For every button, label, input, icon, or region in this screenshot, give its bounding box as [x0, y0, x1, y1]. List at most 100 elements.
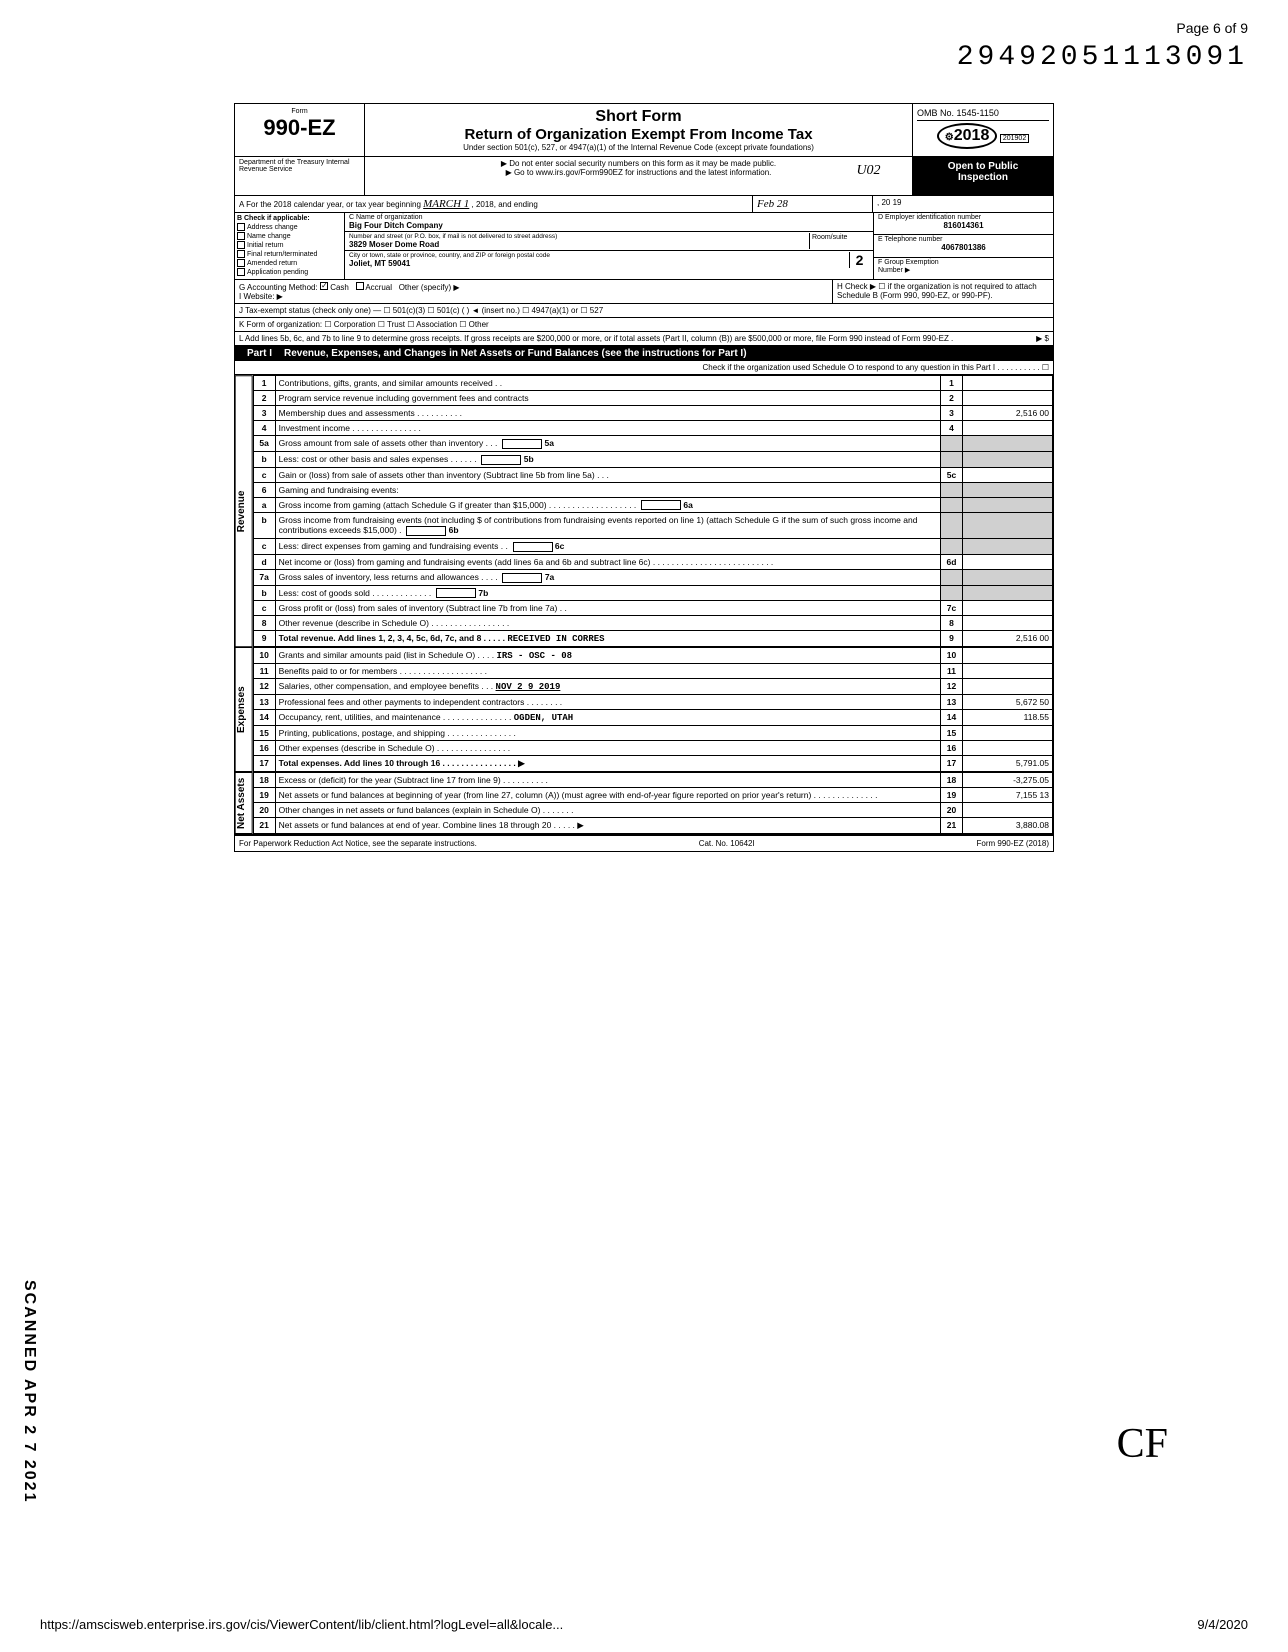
line-6: 6Gaming and fundraising events:	[253, 482, 1052, 497]
expenses-side-label: Expenses	[235, 647, 253, 772]
line-10: 10Grants and similar amounts paid (list …	[253, 648, 1052, 664]
check-accrual[interactable]	[356, 282, 364, 290]
form-number-cell: Form 990-EZ	[235, 104, 365, 156]
line-17: 17Total expenses. Add lines 10 through 1…	[253, 756, 1052, 772]
check-amended[interactable]	[237, 259, 245, 267]
b-label: B Check if applicable:	[237, 215, 342, 222]
part1-header: Part I Revenue, Expenses, and Changes in…	[235, 346, 1053, 361]
addr-label: Number and street (or P.O. box, if mail …	[349, 233, 809, 240]
check-final[interactable]	[237, 250, 245, 258]
e-label: E Telephone number	[878, 236, 1049, 243]
check-name[interactable]	[237, 232, 245, 240]
hand-signature-small: U02	[856, 163, 880, 178]
line-7b: bLess: cost of goods sold . . . . . . . …	[253, 585, 1052, 601]
pra-notice: For Paperwork Reduction Act Notice, see …	[239, 839, 477, 848]
dept-cell: Department of the Treasury Internal Reve…	[235, 157, 365, 195]
part1-title: Revenue, Expenses, and Changes in Net As…	[284, 348, 747, 359]
revenue-side-label: Revenue	[235, 375, 253, 647]
phone: 4067801386	[878, 243, 1049, 252]
print-date: 9/4/2020	[1197, 1617, 1248, 1632]
period-end: Feb 28	[753, 196, 873, 212]
source-url: https://amscisweb.enterprise.irs.gov/cis…	[40, 1617, 563, 1632]
line-5c: cGain or (loss) from sale of assets othe…	[253, 467, 1052, 482]
line-7a: 7aGross sales of inventory, less returns…	[253, 569, 1052, 585]
subtitle: Under section 501(c), 527, or 4947(a)(1)…	[373, 143, 904, 152]
stamp-received: RECEIVED IN CORRES	[507, 634, 604, 644]
part1-check-o: Check if the organization used Schedule …	[235, 361, 1053, 375]
line-6c: cLess: direct expenses from gaming and f…	[253, 539, 1052, 555]
page-number: Page 6 of 9	[40, 20, 1248, 36]
netassets-side-label: Net Assets	[235, 772, 253, 834]
f-label: F Group Exemption Number ▶	[878, 259, 1049, 274]
line-14: 14Occupancy, rent, utilities, and mainte…	[253, 710, 1052, 726]
form-990ez: Form 990-EZ Short Form Return of Organiz…	[234, 103, 1054, 852]
tax-year-badge: ⚙2018	[937, 123, 998, 149]
line-15: 15Printing, publications, postage, and s…	[253, 726, 1052, 741]
org-address: 3829 Moser Dome Road	[349, 240, 809, 249]
room-suite: Room/suite	[809, 233, 869, 249]
line-7c: cGross profit or (loss) from sales of in…	[253, 601, 1052, 616]
instructions-cell: ▶ Do not enter social security numbers o…	[365, 157, 913, 195]
main-title: Return of Organization Exempt From Incom…	[373, 126, 904, 143]
section-g-i: G Accounting Method: Cash Accrual Other …	[235, 280, 833, 303]
line-3: 3Membership dues and assessments . . . .…	[253, 406, 1052, 421]
year-suffix: 201902	[1000, 134, 1029, 143]
form-number: 990-EZ	[239, 115, 360, 141]
check-initial[interactable]	[237, 241, 245, 249]
title-cell: Short Form Return of Organization Exempt…	[365, 104, 913, 156]
initials-signature: CF	[1117, 1420, 1168, 1468]
section-c: C Name of organization Big Four Ditch Co…	[345, 213, 873, 279]
url-footer: https://amscisweb.enterprise.irs.gov/cis…	[40, 1617, 1248, 1632]
i-website: I Website: ▶	[239, 292, 828, 301]
stamp-ogden: OGDEN, UTAH	[514, 713, 573, 723]
line-13: 13Professional fees and other payments t…	[253, 695, 1052, 710]
line-12: 12Salaries, other compensation, and empl…	[253, 679, 1052, 695]
revenue-table: 1Contributions, gifts, grants, and simil…	[253, 375, 1053, 647]
period-begin: MARCH 1	[423, 198, 469, 210]
period-end-year: , 20 19	[873, 196, 1053, 212]
org-name: Big Four Ditch Company	[349, 221, 869, 230]
form-prefix: Form	[239, 108, 360, 115]
section-def: D Employer identification number 8160143…	[873, 213, 1053, 279]
line-6b: bGross income from fundraising events (n…	[253, 513, 1052, 539]
line-21: 21Net assets or fund balances at end of …	[253, 818, 1052, 834]
g-label: G Accounting Method:	[239, 283, 318, 292]
instr-2: ▶ Go to www.irs.gov/Form990EZ for instru…	[369, 168, 908, 177]
omb-number: OMB No. 1545-1150	[917, 108, 1049, 121]
section-h: H Check ▶ ☐ if the organization is not r…	[833, 280, 1053, 303]
short-form-label: Short Form	[373, 108, 904, 126]
line-20: 20Other changes in net assets or fund ba…	[253, 803, 1052, 818]
line-18: 18Excess or (deficit) for the year (Subt…	[253, 773, 1052, 788]
check-app[interactable]	[237, 268, 245, 276]
ein: 816014361	[878, 221, 1049, 230]
scanned-stamp: SCANNED APR 2 7 2021	[20, 1280, 38, 1503]
inspection: Inspection	[917, 172, 1049, 183]
line-6d: dNet income or (loss) from gaming and fu…	[253, 554, 1052, 569]
org-city: Joliet, MT 59041	[349, 259, 849, 268]
c-label: C Name of organization	[349, 214, 869, 221]
omb-cell: OMB No. 1545-1150 ⚙2018 201902	[913, 104, 1053, 156]
line-5b: bLess: cost or other basis and sales exp…	[253, 451, 1052, 467]
line-9: 9Total revenue. Add lines 1, 2, 3, 4, 5c…	[253, 631, 1052, 647]
instr-1: ▶ Do not enter social security numbers o…	[369, 159, 908, 168]
line-11: 11Benefits paid to or for members . . . …	[253, 664, 1052, 679]
section-b-checks: B Check if applicable: Address change Na…	[235, 213, 345, 279]
check-address[interactable]	[237, 223, 245, 231]
line-1: 1Contributions, gifts, grants, and simil…	[253, 376, 1052, 391]
section-j: J Tax-exempt status (check only one) — ☐…	[235, 304, 1053, 318]
line-5a: 5aGross amount from sale of assets other…	[253, 436, 1052, 452]
part1-label: Part I	[241, 348, 278, 359]
d-label: D Employer identification number	[878, 214, 1049, 221]
line-4: 4Investment income . . . . . . . . . . .…	[253, 421, 1052, 436]
cat-number: Cat. No. 10642I	[699, 839, 755, 848]
inspection-cell: Open to Public Inspection	[913, 157, 1053, 195]
form-footer: For Paperwork Reduction Act Notice, see …	[235, 834, 1053, 851]
check-cash[interactable]	[320, 282, 328, 290]
city-label: City or town, state or province, country…	[349, 252, 849, 259]
open-public: Open to Public	[917, 161, 1049, 172]
expenses-table: 10Grants and similar amounts paid (list …	[253, 647, 1053, 772]
row-a-period: A For the 2018 calendar year, or tax yea…	[235, 196, 753, 212]
netassets-table: 18Excess or (deficit) for the year (Subt…	[253, 772, 1053, 834]
line-8: 8Other revenue (describe in Schedule O) …	[253, 616, 1052, 631]
form-ref: Form 990-EZ (2018)	[977, 839, 1049, 848]
